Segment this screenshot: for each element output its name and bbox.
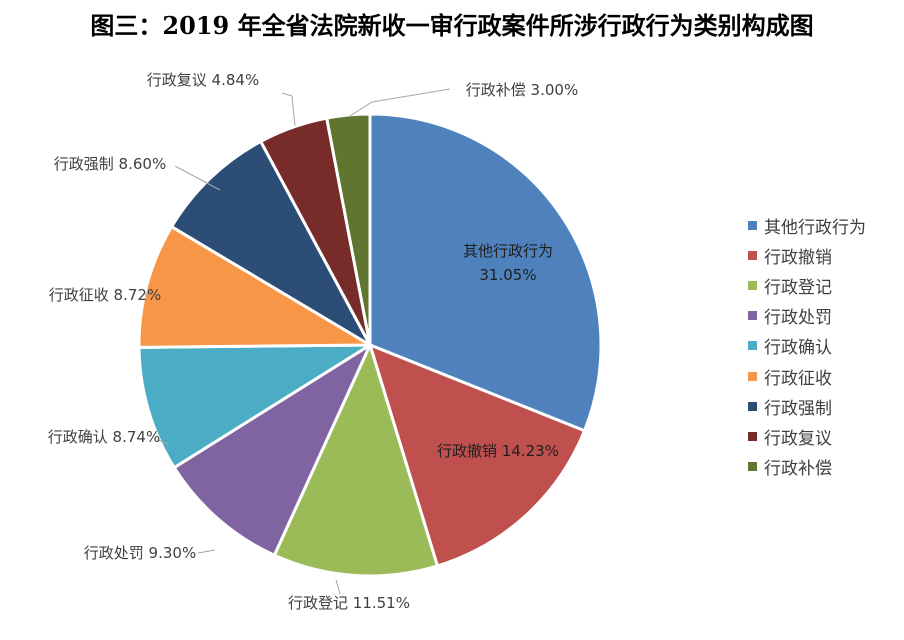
pie-slice-7 bbox=[170, 139, 372, 347]
leader-line-9 bbox=[349, 88, 451, 117]
legend-item-5: 行政确认 bbox=[748, 331, 866, 361]
legend-swatch bbox=[748, 280, 757, 290]
slice-label-7: 行政强制 8.60% bbox=[54, 155, 166, 173]
slice-label-3: 行政登记 11.51% bbox=[288, 594, 410, 612]
chart-title: 图三：2019 年全省法院新收一审行政案件所涉行政行为类别构成图 bbox=[90, 11, 814, 40]
legend-item-1: 其他行政行为 bbox=[748, 210, 866, 240]
legend-item-2: 行政撤销 bbox=[748, 240, 866, 270]
legend-swatch bbox=[748, 371, 757, 381]
legend-item-8: 行政复议 bbox=[748, 421, 866, 451]
slice-label-4: 行政处罚 9.30% bbox=[84, 544, 196, 562]
legend-swatch bbox=[748, 341, 757, 351]
legend-swatch bbox=[748, 462, 757, 472]
leader-line-8 bbox=[281, 92, 296, 127]
legend-label: 行政处罚 bbox=[764, 308, 832, 329]
pie-slice-2 bbox=[368, 343, 586, 568]
pie-slice-6 bbox=[137, 225, 372, 349]
legend-item-6: 行政征收 bbox=[748, 361, 866, 391]
leader-line-4 bbox=[197, 549, 216, 554]
pie-slice-3 bbox=[272, 343, 439, 578]
legend-swatch bbox=[748, 401, 757, 411]
pie-slice-5 bbox=[137, 343, 372, 470]
slice-label-8: 行政复议 4.84% bbox=[147, 71, 259, 89]
legend-swatch bbox=[748, 220, 757, 230]
leader-line-7 bbox=[174, 165, 221, 191]
slice-label-9: 行政补偿 3.00% bbox=[466, 81, 578, 99]
slice-label-6: 行政征收 8.72% bbox=[49, 286, 161, 304]
pie-slice-9 bbox=[325, 112, 372, 347]
legend-label: 行政登记 bbox=[764, 277, 832, 298]
legend-item-7: 行政强制 bbox=[748, 391, 866, 421]
leader-line-3 bbox=[335, 579, 341, 595]
legend-item-9: 行政补偿 bbox=[748, 452, 866, 482]
legend-label: 行政撤销 bbox=[764, 247, 832, 268]
legend-label: 行政复议 bbox=[764, 428, 832, 449]
pie-slice-4 bbox=[172, 343, 372, 557]
slice-label-5: 行政确认 8.74% bbox=[48, 428, 160, 446]
legend-item-3: 行政登记 bbox=[748, 270, 866, 300]
chart-legend: 其他行政行为 行政撤销行政登记行政处罚行政确认行政征收行政强制行政复议行政补偿 bbox=[748, 210, 866, 482]
legend-swatch bbox=[748, 431, 757, 441]
legend-label: 行政确认 bbox=[764, 338, 832, 359]
legend-item-4: 行政处罚 bbox=[748, 301, 866, 331]
pie-slice-1 bbox=[368, 112, 603, 433]
legend-label: 其他行政行为 bbox=[764, 217, 866, 238]
legend-label: 行政补偿 bbox=[764, 459, 832, 480]
slice-label-name-2: 行政撤销 14.23% bbox=[437, 442, 559, 460]
legend-swatch bbox=[748, 311, 757, 321]
legend-label: 行政征收 bbox=[764, 368, 832, 389]
slice-label-name-1: 其他行政行为 bbox=[463, 242, 553, 260]
leader-line-5 bbox=[157, 439, 169, 445]
legend-swatch bbox=[748, 250, 757, 260]
legend-label: 行政强制 bbox=[764, 398, 832, 419]
leader-line-6 bbox=[144, 292, 153, 296]
slice-label-value-1: 31.05% bbox=[479, 266, 536, 284]
